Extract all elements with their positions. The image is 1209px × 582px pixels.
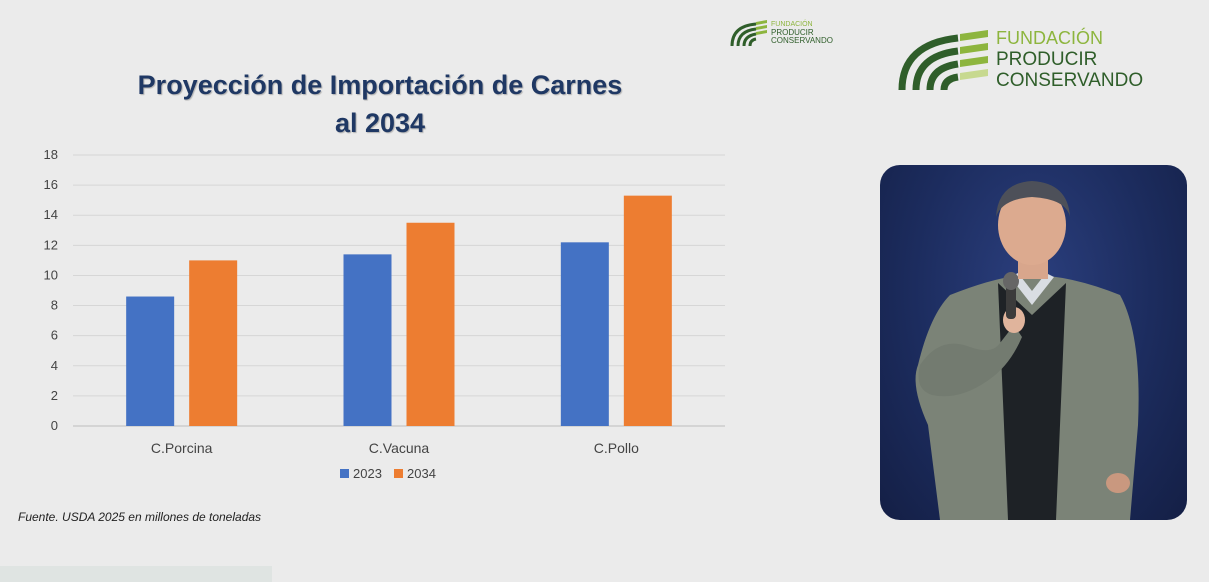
source-note: Fuente. USDA 2025 en millones de tonelad… (18, 510, 262, 524)
bar-2034-c-vacuna (406, 222, 455, 426)
logo-big-line1: FUNDACIÓN (996, 27, 1103, 48)
logo-big: FUNDACIÓN PRODUCIR CONSERVANDO (898, 26, 1143, 92)
y-tick-label: 2 (51, 388, 58, 403)
y-tick-label: 8 (51, 298, 58, 313)
x-tick-label: C.Porcina (151, 440, 213, 456)
bar-chart: 0 2 4 6 8 10 12 14 16 18 C.Porcina C.Vacuna C.Pollo 2… (44, 147, 725, 481)
logo-big-text: FUNDACIÓN PRODUCIR CONSERVANDO (996, 28, 1143, 91)
logo-arcs-icon (730, 20, 767, 47)
bar-2023-c-pollo (560, 242, 609, 426)
bottom-strip (0, 566, 272, 582)
y-tick-label: 18 (44, 147, 58, 162)
y-tick-label: 4 (51, 358, 58, 373)
logo-small-text: FUNDACIÓN PRODUCIR CONSERVANDO (771, 21, 833, 45)
bar-2034-c-pollo (623, 195, 672, 426)
speaker-video (880, 165, 1187, 520)
chart-title: Proyección de Importación de Carnes al 2… (80, 66, 680, 142)
x-tick-label: C.Pollo (594, 440, 639, 456)
logo-small-line3: CONSERVANDO (771, 36, 833, 45)
y-tick-label: 10 (44, 267, 58, 282)
y-tick-label: 12 (44, 237, 58, 252)
legend-swatch (340, 469, 349, 478)
y-tick-label: 14 (44, 207, 58, 222)
x-tick-label: C.Vacuna (369, 440, 430, 456)
legend-label: 2034 (407, 466, 436, 481)
legend-swatch (394, 469, 403, 478)
logo-big-line2: PRODUCIR (996, 48, 1098, 70)
bar-2023-c-porcina (126, 296, 175, 426)
logo-small-line2: PRODUCIR (771, 28, 814, 37)
logo-big-line3: CONSERVANDO (996, 69, 1144, 91)
bar-2034-c-porcina (189, 260, 238, 426)
logo-arcs-icon (898, 30, 988, 91)
bar-2023-c-vacuna (343, 254, 392, 426)
chart-title-line2: al 2034 (334, 108, 426, 138)
logo-small: FUNDACIÓN PRODUCIR CONSERVANDO (730, 18, 833, 48)
y-tick-label: 6 (51, 328, 58, 343)
legend-label: 2023 (353, 466, 382, 481)
y-tick-label: 0 (51, 418, 58, 433)
speaker-figure-icon (915, 181, 1139, 520)
logo-small-line1: FUNDACIÓN (771, 21, 813, 28)
y-tick-label: 16 (44, 177, 58, 192)
chart-title-line1: Proyección de Importación de Carnes (137, 70, 623, 100)
